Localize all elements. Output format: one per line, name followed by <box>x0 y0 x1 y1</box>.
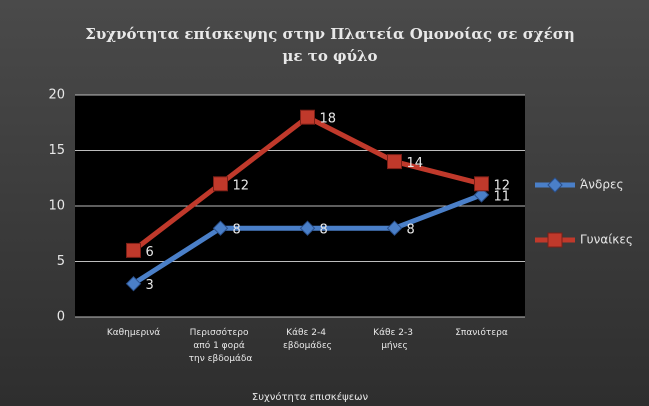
data-label: 12 <box>494 178 511 193</box>
data-label: 18 <box>320 112 337 127</box>
data-label: 14 <box>407 156 424 171</box>
marker <box>547 177 563 193</box>
marker <box>473 187 490 203</box>
y-tick-label: 20 <box>48 88 65 103</box>
chart-title: με το φύλο <box>282 47 377 65</box>
marker <box>213 176 228 192</box>
chart-title: Συχνότητα επίσκεψης στην Πλατεία Ομονοία… <box>85 25 575 43</box>
data-label: 12 <box>233 178 250 193</box>
data-label: 8 <box>233 223 241 238</box>
legend-label: Γυναίκες <box>580 233 633 247</box>
data-label: 3 <box>146 278 154 293</box>
data-label: 11 <box>494 189 511 204</box>
x-tick-label: Σπανιότερα <box>455 327 508 338</box>
marker <box>212 220 229 236</box>
marker <box>386 220 403 236</box>
y-tick-label: 0 <box>57 310 65 325</box>
y-tick-label: 15 <box>48 143 65 158</box>
x-tick-label: Κάθε 2-4 εβδομάδες <box>283 328 332 351</box>
x-axis-label: Συχνότητα επισκέψεων <box>252 391 369 403</box>
marker <box>474 176 489 192</box>
marker <box>547 232 563 248</box>
marker <box>126 242 141 258</box>
data-label: 6 <box>146 245 154 260</box>
x-tick-label: Κάθε 2-3 μήνες <box>373 328 416 351</box>
x-tick-label: Περισσότερο από 1 φορά την εβδομάδα <box>189 327 253 364</box>
marker <box>299 220 316 236</box>
marker <box>387 154 402 170</box>
y-tick-label: 10 <box>48 199 65 214</box>
x-tick-label: Καθημερινά <box>107 328 160 338</box>
y-tick-label: 5 <box>57 254 65 269</box>
data-label: 8 <box>407 223 415 238</box>
data-label: 8 <box>320 223 328 238</box>
marker <box>125 275 142 292</box>
legend-label: Άνδρες <box>580 178 624 192</box>
marker <box>300 109 315 125</box>
